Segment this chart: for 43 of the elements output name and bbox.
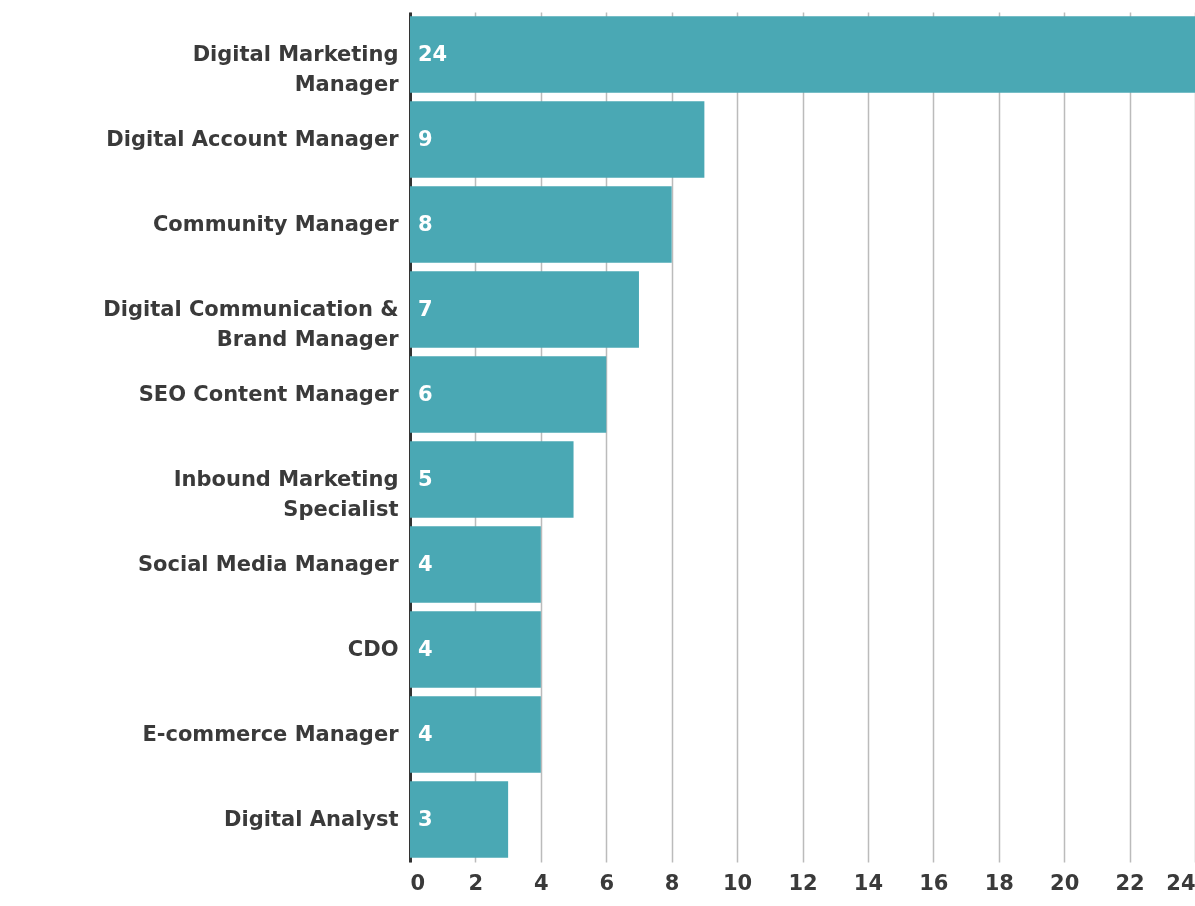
x-tick-label: 8 [664, 870, 680, 895]
data-label: 8 [418, 211, 433, 236]
data-label: 4 [418, 721, 433, 746]
y-tick-label: Community Manager [152, 211, 400, 236]
x-tick-label: 16 [919, 870, 949, 895]
y-tick-label: Digital Account Manager [106, 126, 400, 151]
bar [410, 526, 541, 603]
y-tick-label: SEO Content Manager [138, 381, 400, 406]
x-tick-label: 10 [722, 870, 753, 895]
bar [410, 611, 541, 688]
data-label: 9 [418, 126, 433, 151]
x-tick-label: 2 [468, 870, 484, 895]
x-tick-label: 14 [853, 870, 884, 895]
data-label: 24 [418, 41, 448, 66]
bar [410, 441, 574, 518]
bar [410, 356, 607, 433]
data-label: 7 [418, 296, 433, 321]
bar [410, 781, 509, 858]
y-tick-label: Digital Marketing Manager [192, 41, 400, 96]
x-tick-label: 22 [1115, 870, 1145, 895]
bar [410, 696, 541, 773]
x-tick-label: 6 [599, 870, 615, 895]
data-label: 3 [418, 806, 433, 831]
x-tick-label: 12 [788, 870, 818, 895]
y-tick-label: E-commerce Manager [142, 721, 400, 746]
y-tick-label: Digital Analyst [224, 806, 399, 831]
y-tick-label: Inbound Marketing Specialist [173, 466, 399, 521]
data-label: 4 [418, 551, 433, 576]
bar [410, 271, 639, 348]
y-tick-label: Digital Communication & Brand Manager [103, 296, 400, 351]
x-tick-label: 0 [410, 870, 426, 895]
x-tick-label: 4 [534, 870, 549, 895]
data-label: 6 [418, 381, 433, 406]
bar [410, 16, 1195, 93]
bar [410, 186, 672, 263]
x-tick-label: 20 [1050, 870, 1080, 895]
y-tick-label: Social Media Manager [137, 551, 400, 576]
y-tick-label: CDO [347, 636, 399, 661]
x-tick-label: 24 [1166, 870, 1195, 895]
bar [410, 101, 705, 178]
data-label: 4 [418, 636, 433, 661]
x-tick-label: 18 [984, 870, 1014, 895]
data-label: 5 [418, 466, 433, 491]
